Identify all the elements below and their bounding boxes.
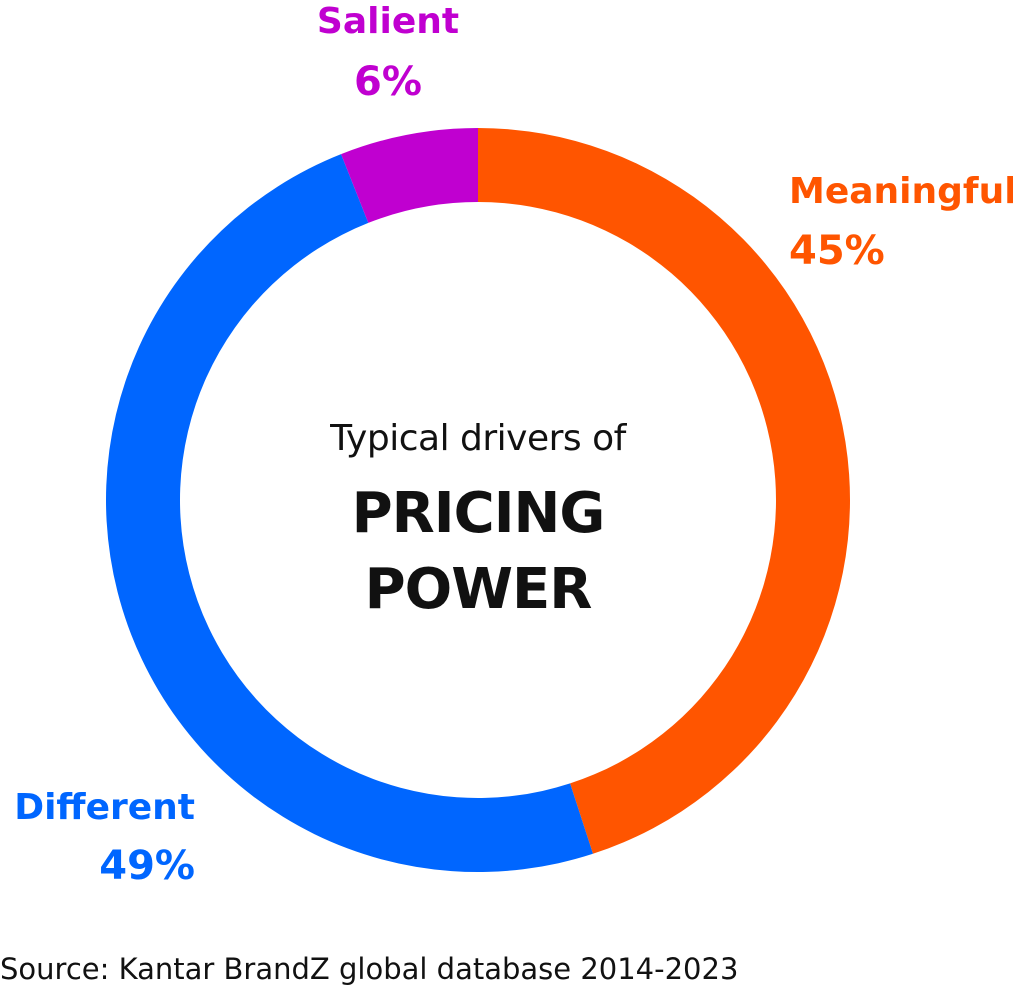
slice-meaningful: [478, 128, 851, 854]
slice-label-salient: Salient: [317, 1, 459, 42]
slice-value-different: 49%: [99, 843, 195, 889]
slice-label-different: Different: [14, 787, 195, 828]
slice-salient: [341, 128, 478, 223]
source-note: Source: Kantar BrandZ global database 20…: [0, 952, 739, 986]
slice-value-meaningful: 45%: [789, 228, 885, 274]
slice-different: [105, 154, 593, 873]
chart-title-line-1: PRICING: [351, 481, 606, 546]
slice-label-meaningful: Meaningful: [789, 171, 1013, 212]
labels-layer: Meaningful 45% Different 49% Salient 6%: [14, 1, 1013, 889]
slices-layer: [105, 128, 851, 873]
slice-value-salient: 6%: [354, 59, 422, 105]
chart-subtitle: Typical drivers of: [330, 418, 626, 459]
chart-title-line-2: POWER: [364, 557, 593, 622]
